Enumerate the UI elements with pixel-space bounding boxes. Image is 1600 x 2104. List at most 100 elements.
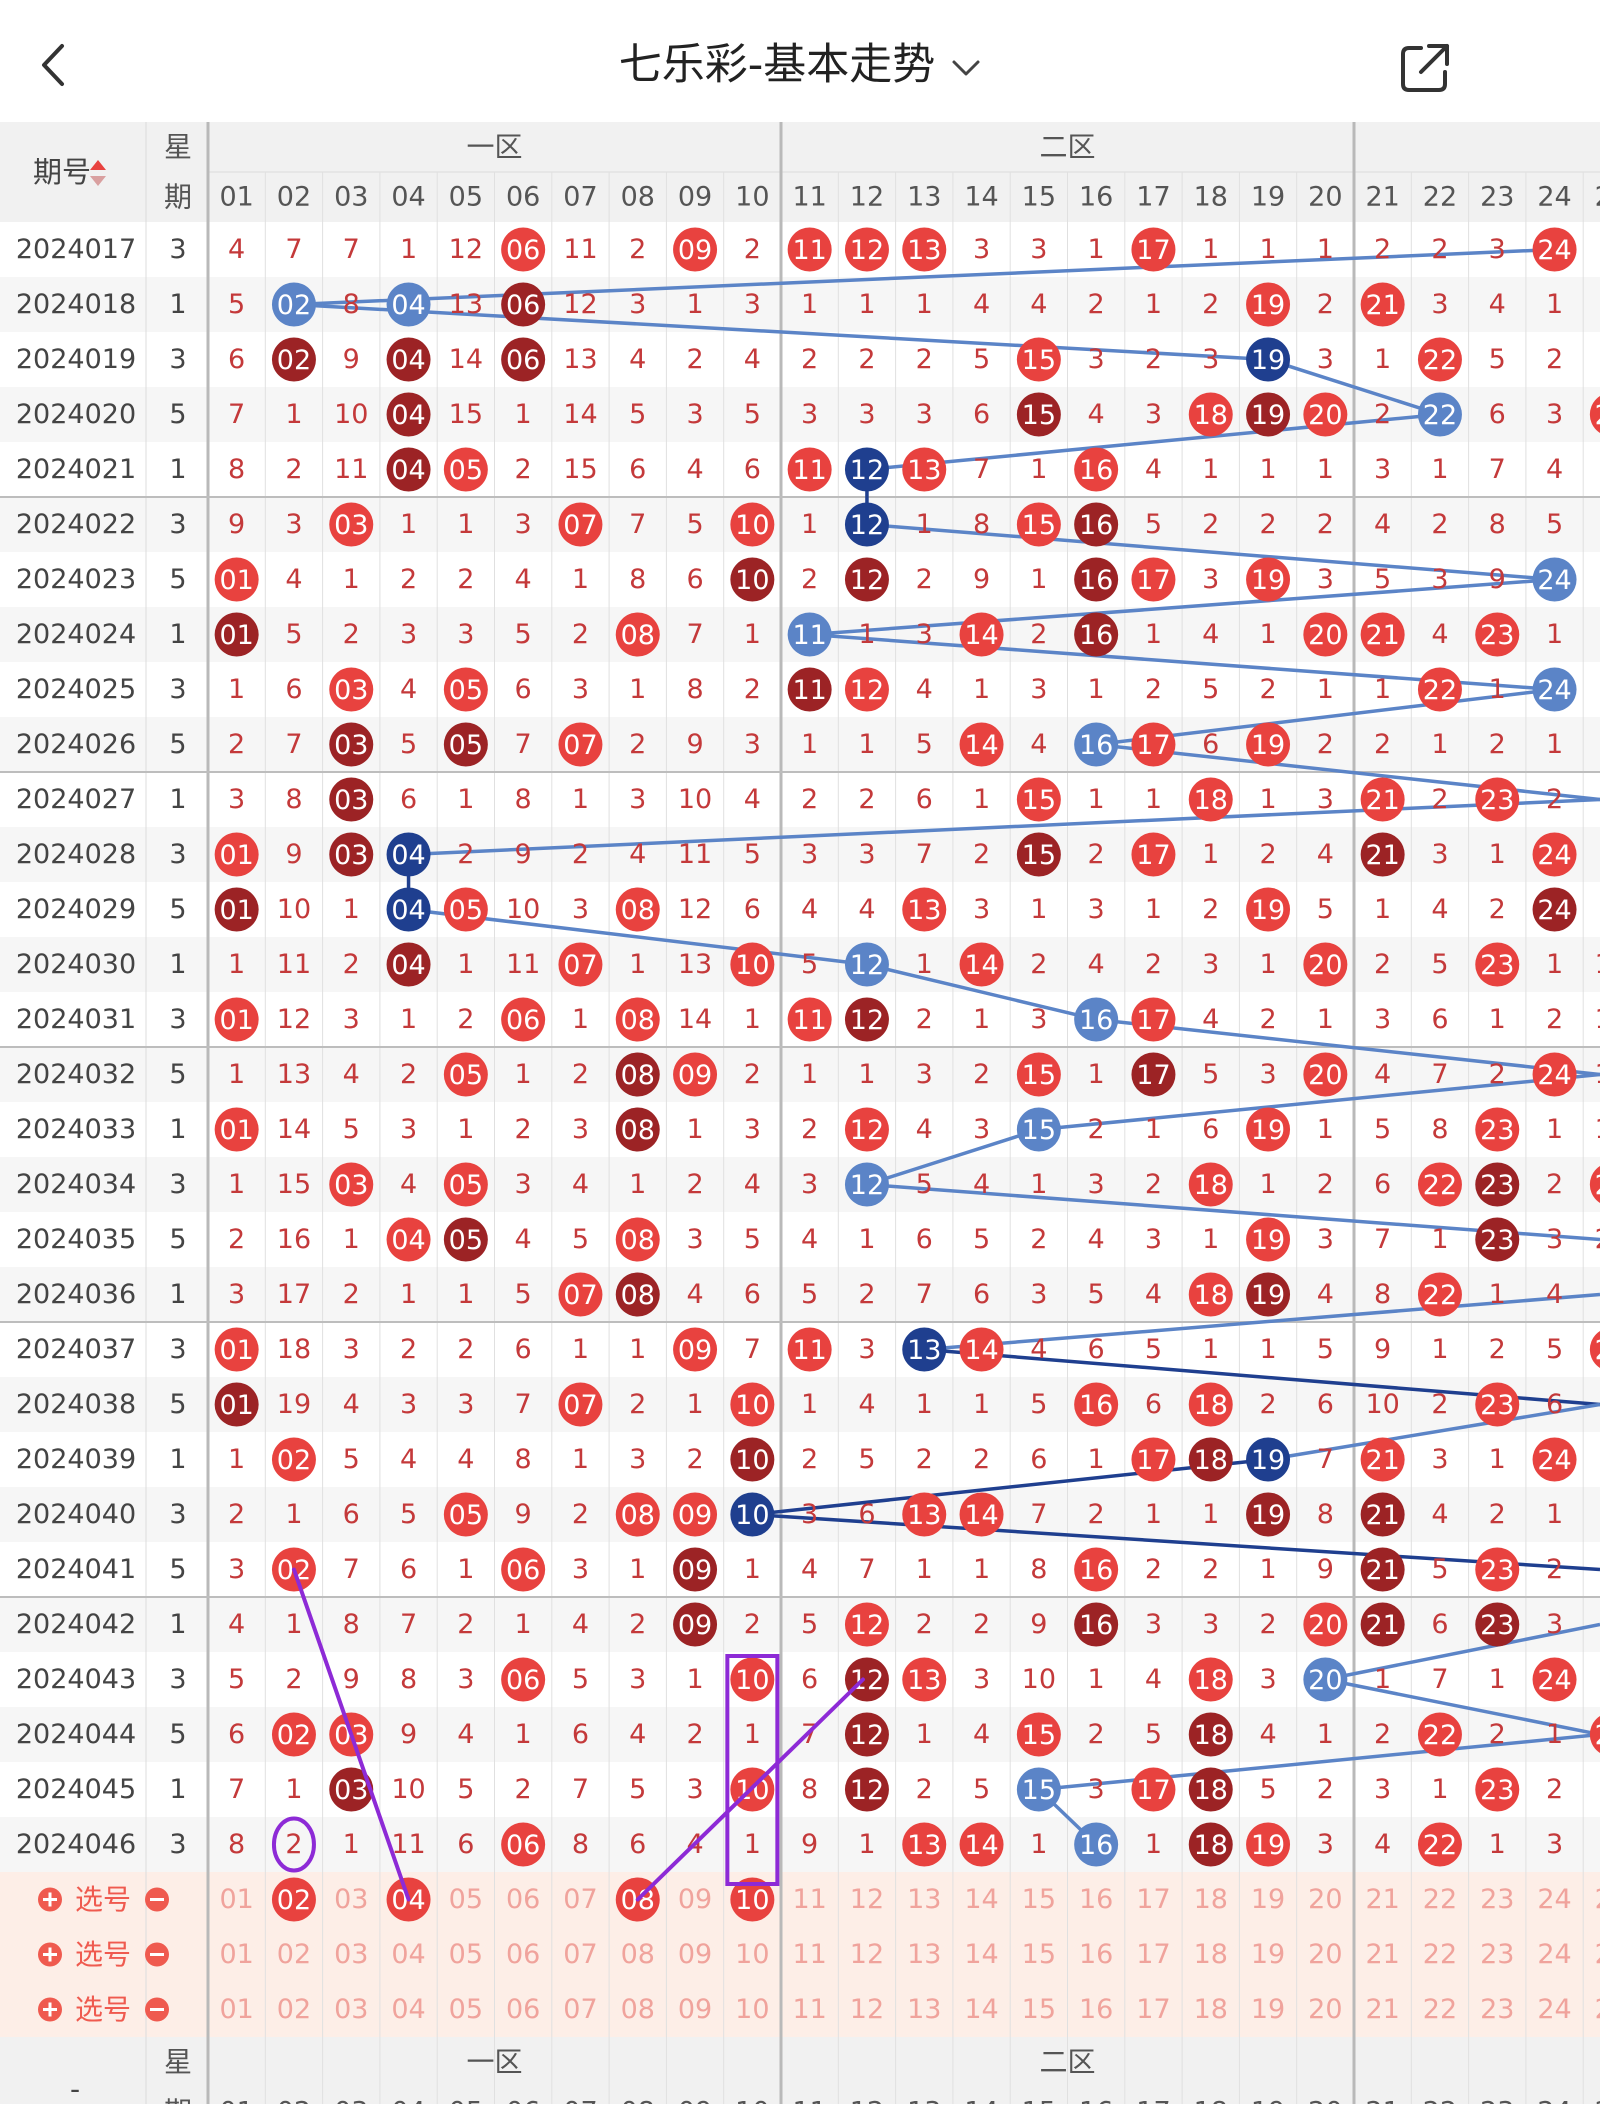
select-number-cell[interactable]: 13 — [907, 1884, 941, 1915]
select-number-cell[interactable]: 16 — [1079, 1994, 1113, 2025]
chevron-down-icon[interactable] — [951, 58, 981, 78]
miss-count: 9 — [1374, 1334, 1391, 1365]
select-number-cell[interactable]: 12 — [850, 1939, 884, 1970]
select-number-cell[interactable]: 21 — [1365, 1994, 1399, 2025]
select-number-cell[interactable]: 05 — [449, 1994, 483, 2025]
select-number-cell[interactable]: 16 — [1079, 1884, 1113, 1915]
drawn-number: 19 — [1251, 1445, 1285, 1476]
drawn-number-ball — [1303, 1602, 1348, 1647]
select-number-cell[interactable]: 09 — [678, 1994, 712, 2025]
sort-icon[interactable] — [90, 160, 106, 186]
select-number-cell[interactable]: 03 — [334, 1884, 368, 1915]
select-number-cell[interactable]: 18 — [1194, 1939, 1228, 1970]
share-external-icon[interactable] — [1395, 38, 1455, 98]
select-number-cell[interactable]: 02 — [277, 1939, 311, 1970]
select-number-cell[interactable]: 02 — [271, 1877, 316, 1922]
select-number-cell[interactable]: 25 — [1595, 1994, 1600, 2025]
select-number-cell[interactable]: 14 — [964, 1939, 998, 1970]
plus-icon[interactable] — [38, 1887, 62, 1912]
select-number-cell[interactable]: 20 — [1308, 1994, 1342, 2025]
miss-count: 1 — [916, 1389, 933, 1420]
select-number-cell[interactable]: 24 — [1537, 1939, 1571, 1970]
select-number-cell[interactable]: 19 — [1251, 1939, 1285, 1970]
select-number-cell[interactable]: 12 — [850, 1994, 884, 2025]
page-title[interactable]: 七乐彩-基本走势 — [0, 0, 1600, 122]
select-number-cell[interactable]: 21 — [1365, 1884, 1399, 1915]
select-number-cell[interactable]: 15 — [1022, 1994, 1056, 2025]
miss-count: 6 — [916, 1224, 933, 1255]
select-number-cell[interactable]: 07 — [563, 1884, 597, 1915]
select-number-cell[interactable]: 21 — [1365, 1939, 1399, 1970]
minus-icon[interactable] — [145, 1887, 169, 1912]
select-number-cell[interactable]: 08 — [621, 1939, 655, 1970]
select-number-cell[interactable]: 11 — [792, 1939, 826, 1970]
select-number-cell[interactable]: 14 — [964, 1994, 998, 2025]
select-number-cell[interactable]: 05 — [449, 1939, 483, 1970]
select-number-cell[interactable]: 10 — [730, 1877, 775, 1922]
minus-icon[interactable] — [145, 1997, 169, 2022]
select-number-cell[interactable]: 20 — [1308, 1939, 1342, 1970]
select-number-cell[interactable]: 15 — [1022, 1939, 1056, 1970]
select-number-cell[interactable]: 13 — [907, 1994, 941, 2025]
miss-count: 3 — [1374, 1774, 1391, 1805]
select-number-cell[interactable]: 05 — [449, 1884, 483, 1915]
select-number-cell[interactable]: 22 — [1423, 1994, 1457, 2025]
select-number-cell[interactable]: 11 — [792, 1994, 826, 2025]
miss-count: 5 — [400, 1499, 417, 1530]
select-number-cell[interactable]: 25 — [1595, 1939, 1600, 1970]
select-number-cell[interactable]: 17 — [1136, 1884, 1170, 1915]
select-number-cell[interactable]: 06 — [506, 1939, 540, 1970]
select-number-cell[interactable]: 17 — [1136, 1994, 1170, 2025]
chevron-left-icon[interactable] — [34, 40, 74, 90]
select-number-cell[interactable]: 23 — [1480, 1994, 1514, 2025]
select-number-cell[interactable]: 23 — [1480, 1939, 1514, 1970]
select-number-cell[interactable]: 17 — [1136, 1939, 1170, 1970]
select-number-cell[interactable]: 06 — [506, 1884, 540, 1915]
select-number-cell[interactable]: 06 — [506, 1994, 540, 2025]
miss-count: 4 — [1374, 1059, 1391, 1090]
select-number-cell[interactable]: 01 — [219, 1939, 253, 1970]
select-number-cell[interactable]: 04 — [391, 1994, 425, 2025]
plus-icon[interactable] — [38, 1997, 62, 2022]
select-number-cell[interactable]: 09 — [678, 1884, 712, 1915]
select-number-cell[interactable]: 15 — [1022, 1884, 1056, 1915]
miss-count: 8 — [686, 674, 703, 705]
miss-count: 4 — [1202, 1004, 1219, 1035]
miss-count: 4 — [686, 1279, 703, 1310]
select-number-cell[interactable]: 07 — [563, 1939, 597, 1970]
select-number-cell[interactable]: 10 — [735, 1939, 769, 1970]
select-number-cell[interactable]: 13 — [907, 1939, 941, 1970]
minus-icon[interactable] — [145, 1942, 169, 1967]
plus-icon[interactable] — [38, 1942, 62, 1967]
select-number-cell[interactable]: 22 — [1423, 1884, 1457, 1915]
select-number-cell[interactable]: 16 — [1079, 1939, 1113, 1970]
select-number-cell[interactable]: 03 — [334, 1994, 368, 2025]
select-number-cell[interactable]: 18 — [1194, 1884, 1228, 1915]
select-number-cell[interactable]: 12 — [850, 1884, 884, 1915]
select-number-cell[interactable]: 10 — [735, 1994, 769, 2025]
select-number-cell[interactable]: 19 — [1251, 1994, 1285, 2025]
select-number-cell[interactable]: 24 — [1537, 1884, 1571, 1915]
select-number-cell[interactable]: 14 — [964, 1884, 998, 1915]
select-number: 14 — [964, 1884, 998, 1915]
select-number-cell[interactable]: 08 — [621, 1994, 655, 2025]
select-number-cell[interactable]: 09 — [678, 1939, 712, 1970]
select-number-cell[interactable]: 01 — [219, 1994, 253, 2025]
select-number-cell[interactable]: 20 — [1308, 1884, 1342, 1915]
drawn-number: 13 — [907, 1665, 941, 1696]
select-number-cell[interactable]: 01 — [219, 1884, 253, 1915]
miss-count: 2 — [515, 454, 532, 485]
miss-count: 1 — [515, 1609, 532, 1640]
select-number-cell[interactable]: 24 — [1537, 1994, 1571, 2025]
select-number-cell[interactable]: 22 — [1423, 1939, 1457, 1970]
select-number-cell[interactable]: 11 — [792, 1884, 826, 1915]
select-number-cell[interactable]: 02 — [277, 1994, 311, 2025]
select-number-cell[interactable]: 23 — [1480, 1884, 1514, 1915]
select-number-cell[interactable]: 07 — [563, 1994, 597, 2025]
footer-column-number: 15 — [1022, 2097, 1056, 2104]
select-number-cell[interactable]: 03 — [334, 1939, 368, 1970]
select-number-cell[interactable]: 25 — [1595, 1884, 1600, 1915]
select-number-cell[interactable]: 19 — [1251, 1884, 1285, 1915]
select-number-cell[interactable]: 18 — [1194, 1994, 1228, 2025]
select-number-cell[interactable]: 04 — [391, 1939, 425, 1970]
